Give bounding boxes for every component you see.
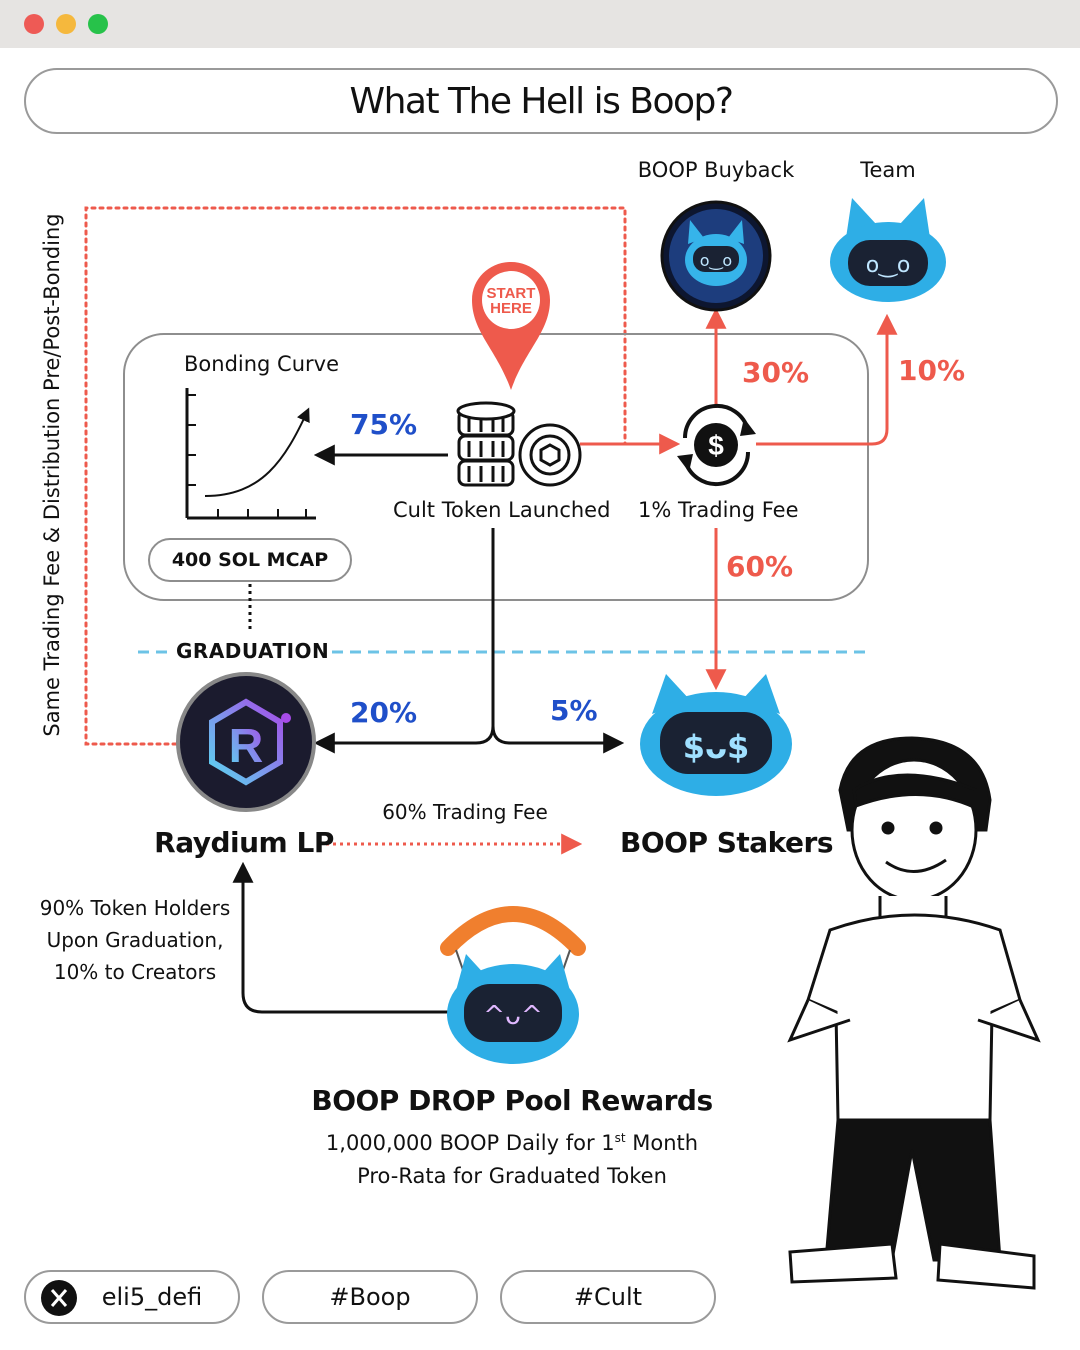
buyback-label: BOOP Buyback (637, 158, 795, 182)
stakers-mascot-icon: $ᴗ$ (640, 674, 792, 796)
drop-line1-b: Month (625, 1131, 699, 1155)
lp-to-stakers-fee-label: 60% Trading Fee (382, 800, 548, 824)
stakers-fee-percent: 60% (726, 550, 794, 583)
graduation-label: GRADUATION (176, 639, 330, 663)
mcap-text: 400 SOL MCAP (171, 549, 329, 571)
team-mascot-icon: o‿o (830, 198, 946, 302)
maximize-button[interactable] (88, 14, 108, 34)
boop-drop-line1: 1,000,000 BOOP Daily for 1st Month (300, 1131, 724, 1155)
bonding-curve-chart (185, 388, 316, 520)
svg-text:R: R (229, 720, 264, 773)
page-title-text: What The Hell is Boop? (349, 80, 734, 122)
svg-text:$: $ (708, 430, 724, 461)
dollar-cycle-icon: $ (677, 403, 756, 487)
stakers-label: BOOP Stakers (620, 826, 834, 859)
holders-note-line2: Upon Graduation, (46, 928, 224, 952)
curve-percent: 75% (350, 408, 418, 441)
holders-note-line3: 10% to Creators (53, 960, 217, 984)
handle-text: eli5_defi (101, 1283, 203, 1311)
stakers-token-percent: 5% (550, 694, 598, 727)
lp-percent: 20% (350, 696, 418, 729)
coin-stack-icon (456, 401, 582, 487)
drop-line1-a: 1,000,000 BOOP Daily for 1 (325, 1131, 615, 1155)
trading-fee-label: 1% Trading Fee (638, 498, 799, 522)
buyback-mascot-icon: o‿o (660, 200, 772, 312)
svg-text:^ᴗ^: ^ᴗ^ (483, 1001, 542, 1031)
handle-pill[interactable]: eli5_defi (24, 1270, 240, 1324)
boop-drop-line2: Pro-Rata for Graduated Token (357, 1164, 667, 1188)
page-title: What The Hell is Boop? (24, 68, 1058, 134)
start-here-line1: START (486, 285, 536, 302)
location-pin-icon (472, 262, 550, 390)
team-label: Team (860, 158, 916, 182)
buyback-percent: 30% (742, 356, 810, 389)
team-percent: 10% (898, 354, 966, 387)
close-button[interactable] (24, 14, 44, 34)
start-here-label: START HERE (481, 286, 541, 316)
mcap-badge: 400 SOL MCAP (148, 538, 352, 582)
dotted-loop-line (84, 206, 627, 746)
bonding-curve-label: Bonding Curve (184, 352, 339, 376)
boop-drop-mascot-icon: ^ᴗ^ (440, 906, 586, 1064)
raydium-logo-icon: R (176, 672, 316, 812)
minimize-button[interactable] (56, 14, 76, 34)
svg-text:o‿o: o‿o (700, 251, 732, 271)
holders-note-line1: 90% Token Holders (39, 896, 231, 920)
start-here-line2: HERE (490, 300, 532, 317)
window-titlebar (0, 0, 1080, 48)
tag-cult-text: #Cult (573, 1283, 643, 1311)
boop-drop-title: BOOP DROP Pool Rewards (311, 1084, 713, 1117)
raydium-label: Raydium LP (154, 826, 334, 859)
cult-token-label: Cult Token Launched (393, 498, 611, 522)
svg-text:o‿o: o‿o (866, 253, 911, 278)
tag-boop-pill[interactable]: #Boop (262, 1270, 478, 1324)
side-note: Same Trading Fee & Distribution Pre/Post… (40, 213, 64, 737)
drop-line1-sup: st (614, 1131, 626, 1145)
cartoon-man-illustration (787, 736, 1041, 1290)
svg-text:$ᴗ$: $ᴗ$ (683, 728, 750, 766)
holders-note: 90% Token Holders Upon Graduation, 10% t… (30, 892, 240, 988)
tag-cult-pill[interactable]: #Cult (500, 1270, 716, 1324)
tag-boop-text: #Boop (329, 1283, 411, 1311)
